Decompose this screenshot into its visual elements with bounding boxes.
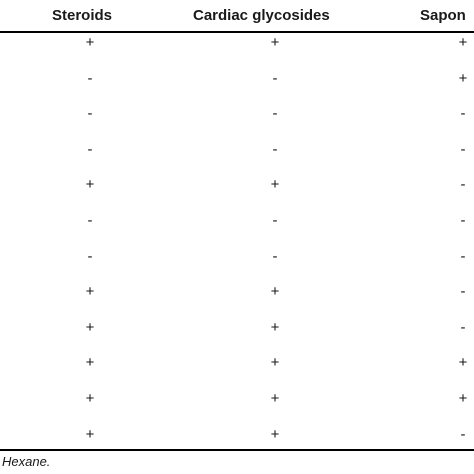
table-cell-cardiac-glycosides: +	[270, 34, 280, 51]
table-cell-cardiac-glycosides: +	[270, 176, 280, 193]
table-cell-saponins: -	[460, 248, 466, 265]
table-cell-cardiac-glycosides: +	[270, 426, 280, 443]
table-cell-saponins: -	[460, 105, 466, 122]
table-cell-steroids: +	[85, 319, 95, 336]
table-cell-steroids: +	[85, 390, 95, 407]
table-cell-cardiac-glycosides: +	[270, 319, 280, 336]
table-cell-saponins: -	[460, 176, 466, 193]
table-cell-steroids: -	[87, 248, 93, 265]
table-cell-steroids: +	[85, 34, 95, 51]
table-cell-steroids: +	[85, 426, 95, 443]
table-cell-steroids: -	[87, 70, 93, 87]
column-header-saponins: Sapon	[420, 7, 466, 24]
table-cell-saponins: -	[460, 426, 466, 443]
table-cell-steroids: -	[87, 141, 93, 158]
column-header-steroids: Steroids	[52, 7, 113, 24]
table-cell-cardiac-glycosides: -	[272, 212, 278, 229]
table-cell-cardiac-glycosides: +	[270, 283, 280, 300]
table-cell-steroids: +	[85, 176, 95, 193]
table-cell-cardiac-glycosides: -	[272, 70, 278, 87]
table-footnote: Hexane.	[2, 454, 51, 469]
table-bottom-rule	[0, 449, 474, 451]
table-cell-saponins: -	[460, 283, 466, 300]
table-cell-saponins: -	[460, 141, 466, 158]
table-cell-saponins: -	[460, 319, 466, 336]
table-cell-steroids: -	[87, 212, 93, 229]
table-cell-saponins: +	[458, 70, 468, 87]
table-cell-saponins: +	[458, 390, 468, 407]
table-top-rule	[0, 31, 474, 33]
column-header-cardiac-glycosides: Cardiac glycosides	[193, 7, 330, 24]
table-cell-cardiac-glycosides: +	[270, 390, 280, 407]
table-cell-saponins: -	[460, 212, 466, 229]
table-cell-cardiac-glycosides: -	[272, 141, 278, 158]
table-cell-cardiac-glycosides: -	[272, 105, 278, 122]
table-cell-steroids: -	[87, 105, 93, 122]
table-cell-cardiac-glycosides: -	[272, 248, 278, 265]
table-cell-saponins: +	[458, 354, 468, 371]
table-cell-steroids: +	[85, 283, 95, 300]
table-cell-cardiac-glycosides: +	[270, 354, 280, 371]
table-cell-steroids: +	[85, 354, 95, 371]
table-cell-saponins: +	[458, 34, 468, 51]
